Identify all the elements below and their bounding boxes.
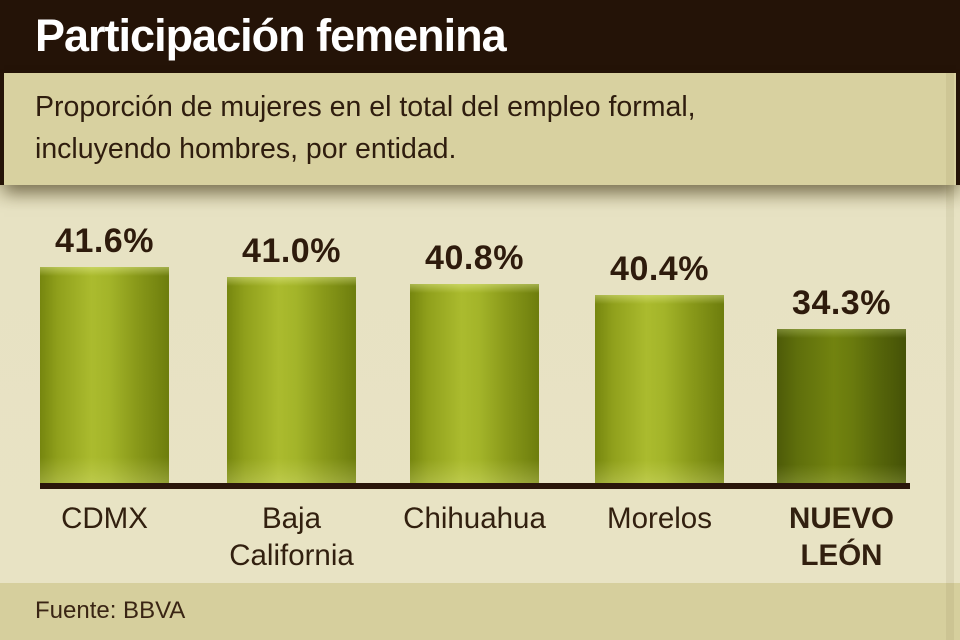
bar-value-label: 41.6%	[55, 222, 154, 260]
footer-bar: Fuente: BBVA	[0, 583, 960, 640]
bar-morelos	[595, 295, 724, 483]
bar-nuevo-le-n	[777, 329, 906, 483]
x-axis-line	[40, 483, 910, 489]
bar-baja-california	[227, 277, 356, 483]
category-label: NUEVO LEÓN	[789, 502, 894, 572]
bar-cdmx	[40, 267, 169, 483]
category-label: Chihuahua	[403, 502, 546, 535]
header-bar: Participación femenina	[0, 0, 960, 73]
subtitle-line-2: incluyendo hombres, por entidad.	[35, 133, 457, 165]
subtitle-panel: Proporción de mujeres en el total del em…	[0, 73, 960, 185]
subtitle-line-1: Proporción de mujeres en el total del em…	[35, 91, 696, 123]
page-title: Participación femenina	[35, 10, 507, 61]
bar-value-label: 40.4%	[610, 250, 709, 288]
bar-value-label: 34.3%	[792, 284, 891, 322]
source-text: Fuente: BBVA	[35, 597, 186, 624]
category-label: Baja California	[229, 502, 354, 572]
bar-chart: 41.6% CDMX 41.0% Baja California 40.8% Chihua…	[0, 185, 960, 583]
category-label: Morelos	[607, 502, 712, 535]
bar-value-label: 40.8%	[425, 239, 524, 277]
bar-chihuahua	[410, 284, 539, 483]
category-label: CDMX	[61, 502, 148, 535]
bar-value-label: 41.0%	[242, 232, 341, 270]
